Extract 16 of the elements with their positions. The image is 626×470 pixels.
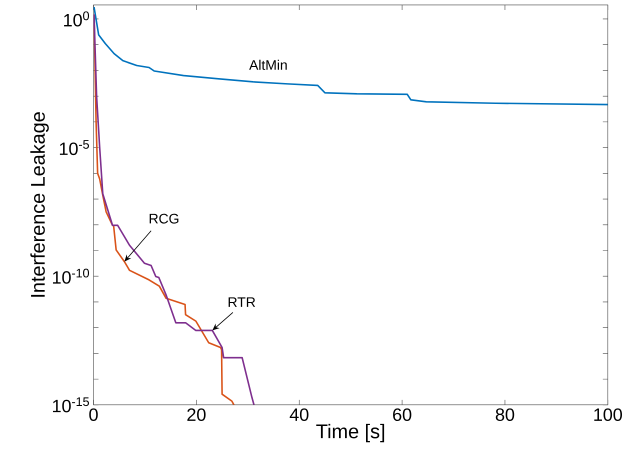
y-tick-label: 10$^{-5}$ xyxy=(60,140,89,156)
x-tick-label: 60 xyxy=(393,408,412,422)
y-tick-label: 10$^{-10}$ xyxy=(52,268,90,284)
y-axis-title: Interference Leakage xyxy=(30,112,49,297)
x-tick-label: 80 xyxy=(496,408,514,422)
annotation: RTR xyxy=(228,298,256,308)
x-tick-label: 40 xyxy=(290,408,308,422)
series-label: AltMin xyxy=(249,60,287,70)
x-tick-label: 0 xyxy=(89,408,98,422)
annotation: RCG xyxy=(150,214,178,224)
y-tick-label: 10$^{-15}$ xyxy=(52,398,89,413)
x-axis-title: Time [s] xyxy=(316,424,384,443)
y-tick-label: 10$^{0}$ xyxy=(64,12,90,27)
line-series xyxy=(94,6,608,106)
x-tick-label: 100 xyxy=(594,408,622,422)
x-tick-label: 20 xyxy=(187,408,206,422)
